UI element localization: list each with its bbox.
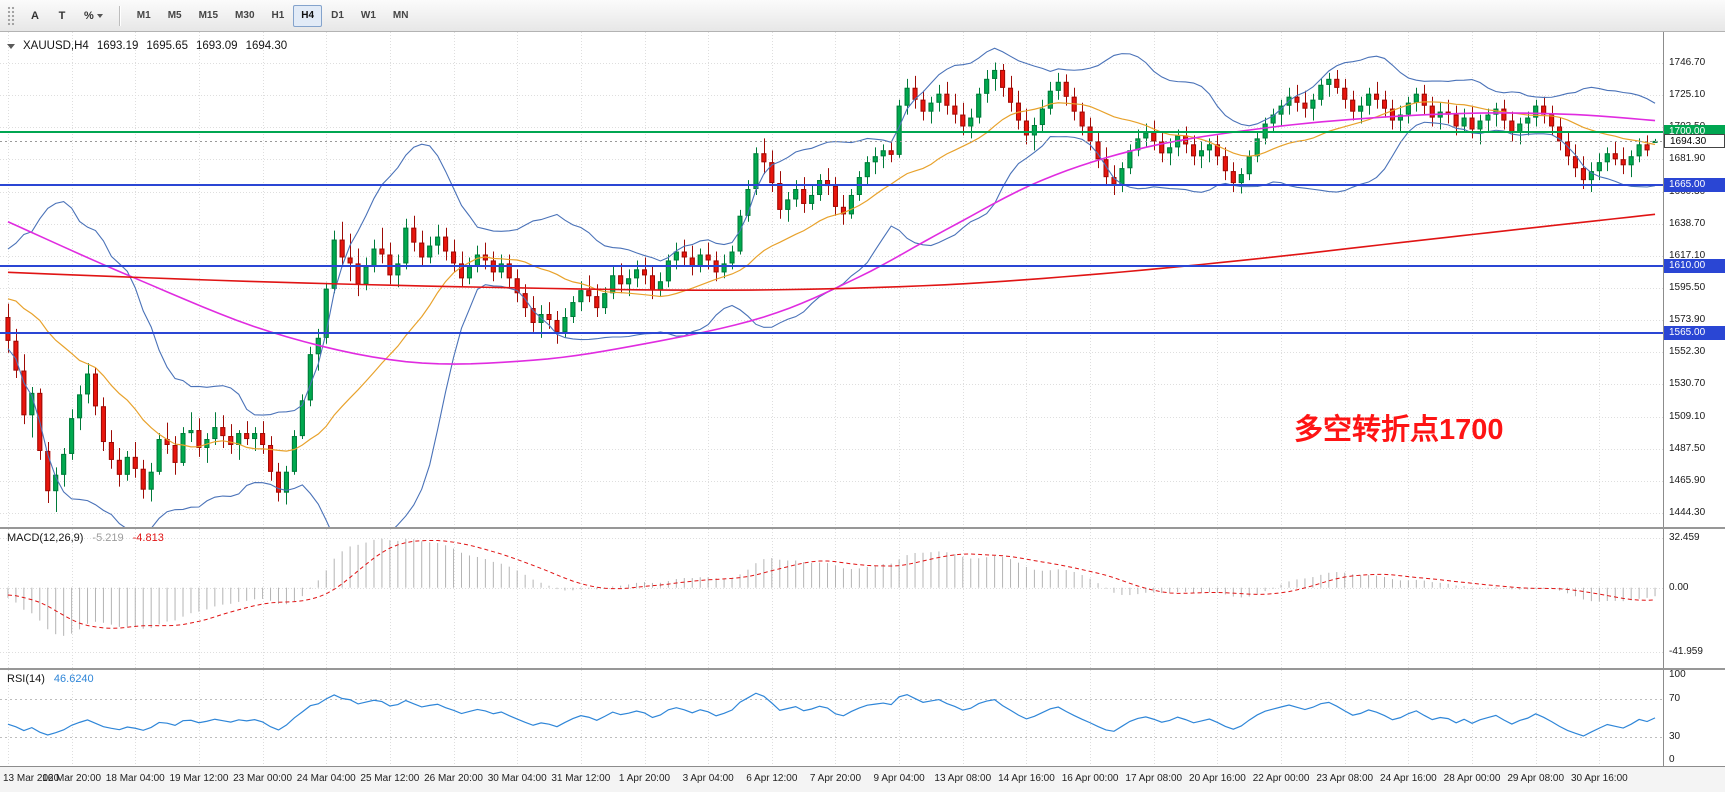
macd-main-value: -5.219 — [92, 532, 124, 544]
axis-tick: 1444.30 — [1669, 507, 1706, 518]
time-label: 16 Mar 20:00 — [42, 773, 102, 784]
rsi-value: 46.6240 — [53, 673, 94, 685]
macd-panel: MACD(12,26,9) -5.219 -4.813 32.459 0.00 -4… — [0, 529, 1725, 668]
axis-tick: 1617.10 — [1669, 249, 1706, 261]
chart-header: XAUUSD,H4 1693.19 1695.65 1693.09 1694.3… — [7, 40, 287, 52]
toolbar: A T % M1 M5 M15 M30 H1 H4 D1 W1 MN — [0, 0, 1725, 32]
axis-tick: 1725.10 — [1669, 89, 1706, 101]
style-dropdown-button[interactable]: % — [77, 5, 110, 27]
axis-tick: 1509.10 — [1669, 410, 1706, 422]
chart-high-value: 1695.65 — [146, 40, 188, 52]
axis-tick: 30 — [1669, 731, 1681, 743]
price-axis[interactable]: 1746.701725.101703.501681.901660.301638.… — [1663, 32, 1725, 527]
time-label: 13 Mar 2020 — [3, 773, 60, 784]
axis-tick: 1595.50 — [1669, 281, 1706, 293]
axis-tick: 1573.90 — [1669, 314, 1706, 326]
time-label: 23 Mar 00:00 — [233, 773, 293, 784]
text-tool-button[interactable]: A — [23, 5, 47, 27]
time-label: 30 Mar 04:00 — [487, 773, 547, 784]
macd-canvas[interactable] — [0, 529, 1663, 668]
timeframe-button-M1[interactable]: M1 — [136, 10, 151, 21]
timeframe-button-M5[interactable]: M5 — [167, 10, 182, 21]
type-tool-button[interactable]: T — [50, 5, 74, 27]
axis-tick: 1681.90 — [1669, 153, 1706, 165]
time-label: 9 Apr 04:00 — [873, 773, 925, 784]
timeframe-button-M15[interactable]: M15 — [198, 10, 219, 21]
price-chart-panel: XAUUSD,H4 1693.19 1695.65 1693.09 1694.3… — [0, 32, 1725, 527]
axis-tick: 70 — [1669, 692, 1681, 704]
time-label: 3 Apr 04:00 — [682, 773, 734, 784]
time-label: 23 Apr 08:00 — [1316, 773, 1374, 784]
axis-tick: 1487.50 — [1669, 442, 1706, 454]
axis-tick: 1552.30 — [1669, 346, 1706, 358]
chart-open-value: 1693.19 — [96, 40, 139, 52]
time-label: 24 Mar 04:00 — [296, 773, 356, 784]
price-chart-canvas[interactable] — [0, 32, 1663, 527]
macd-axis[interactable]: 32.459 0.00 -41.959 — [1663, 529, 1725, 668]
timeframe-button-D1[interactable]: D1 — [331, 10, 344, 21]
time-label: 22 Apr 00:00 — [1252, 773, 1310, 784]
timeframe-button-MN[interactable]: MN — [392, 10, 409, 21]
time-label: 13 Apr 08:00 — [934, 773, 992, 784]
time-label: 17 Apr 08:00 — [1125, 773, 1183, 784]
time-label: 20 Apr 16:00 — [1189, 773, 1246, 784]
axis-tick: 1746.70 — [1669, 56, 1706, 68]
time-axis[interactable]: 13 Mar 2020 16 Mar 20:00 18 Mar 04:00 19 Ma… — [0, 766, 1725, 792]
timeframe-button-H4[interactable]: H4 — [293, 4, 323, 27]
timeframe-button-H1[interactable]: H1 — [271, 10, 285, 21]
time-label: 24 Apr 16:00 — [1380, 773, 1437, 784]
time-label: 29 Apr 08:00 — [1507, 773, 1565, 784]
rsi-label: RSI(14) 46.6240 — [7, 673, 94, 685]
axis-tick: 100 — [1669, 670, 1686, 680]
price-level-badge: 1610.00 — [1664, 259, 1725, 274]
toolbar-separator — [118, 5, 120, 26]
panel-separator[interactable] — [0, 668, 1725, 670]
chart-symbol-period: XAUUSD,H4 — [23, 40, 89, 52]
axis-tick: -41.959 — [1669, 646, 1703, 658]
time-label: 31 Mar 12:00 — [551, 773, 611, 784]
axis-tick: 32.459 — [1669, 531, 1700, 543]
toolbar-drag-grip[interactable] — [7, 5, 15, 26]
rsi-canvas[interactable] — [0, 670, 1663, 766]
rsi-axis[interactable]: 100 70 30 0 — [1663, 670, 1725, 766]
rsi-panel: RSI(14) 46.6240 100 70 30 0 — [0, 670, 1725, 766]
rsi-name: RSI(14) — [7, 673, 45, 685]
time-label: 6 Apr 12:00 — [746, 773, 798, 784]
axis-tick: 1638.70 — [1669, 217, 1706, 229]
chevron-down-icon — [96, 13, 103, 18]
time-label: 28 Apr 00:00 — [1443, 773, 1501, 784]
macd-label: MACD(12,26,9) -5.219 -4.813 — [7, 532, 164, 544]
timeframe-button-M30[interactable]: M30 — [235, 10, 255, 21]
chart-menu-icon[interactable] — [7, 43, 15, 49]
macd-name: MACD(12,26,9) — [7, 532, 84, 544]
axis-tick: 1465.90 — [1669, 474, 1706, 486]
time-label: 14 Apr 16:00 — [998, 773, 1055, 784]
panel-separator[interactable] — [0, 527, 1725, 529]
timeframe-button-W1[interactable]: W1 — [360, 10, 376, 21]
time-label: 19 Mar 12:00 — [169, 773, 229, 784]
timeframe-group: M1 M5 M15 M30 H1 H4 D1 W1 MN — [129, 4, 417, 27]
chart-close-value: 1694.30 — [245, 40, 288, 52]
axis-tick: 0.00 — [1669, 581, 1689, 593]
annotation-text: 多空转折点1700 — [1294, 414, 1504, 446]
time-label: 7 Apr 20:00 — [809, 773, 862, 784]
time-label: 30 Apr 16:00 — [1570, 773, 1628, 784]
time-label: 25 Mar 12:00 — [360, 773, 420, 784]
time-label: 1 Apr 20:00 — [618, 773, 671, 784]
macd-signal-value: -4.813 — [132, 532, 164, 544]
price-level-badge: 1565.00 — [1664, 326, 1725, 341]
axis-tick: 0 — [1669, 754, 1675, 765]
time-label: 18 Mar 04:00 — [105, 773, 165, 784]
current-price-badge: 1694.30 — [1664, 133, 1725, 148]
chart-low-value: 1693.09 — [195, 40, 238, 52]
style-icon: % — [84, 9, 94, 22]
axis-tick: 1530.70 — [1669, 378, 1706, 390]
time-label: 16 Apr 00:00 — [1061, 773, 1119, 784]
time-label: 26 Mar 20:00 — [424, 773, 483, 784]
price-level-badge: 1665.00 — [1664, 177, 1725, 192]
